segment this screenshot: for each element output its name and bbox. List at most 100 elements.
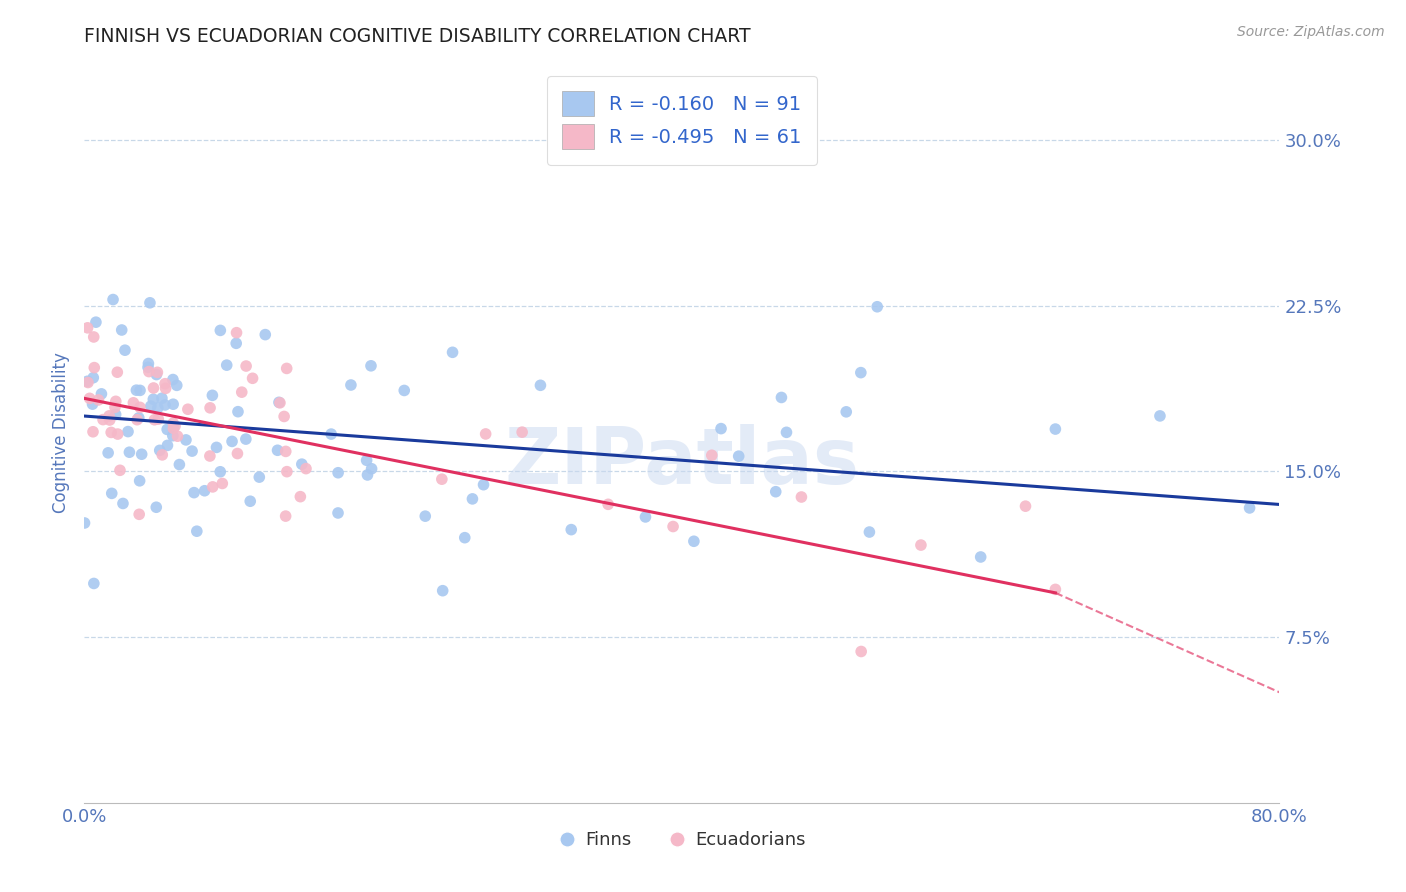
Point: [273, 409, 295, 424]
Point: [662, 519, 685, 533]
Point: [145, 500, 167, 515]
Point: [1045, 422, 1067, 436]
Point: [76, 374, 98, 388]
Point: [700, 448, 723, 462]
Point: [146, 365, 169, 379]
Point: [710, 422, 733, 436]
Point: [162, 421, 184, 435]
Point: [83, 330, 105, 344]
Point: [239, 494, 262, 508]
Point: [441, 345, 464, 359]
Point: [87, 392, 110, 407]
Point: [340, 378, 363, 392]
Point: [1239, 500, 1261, 515]
Point: [136, 360, 159, 375]
Point: [165, 419, 187, 434]
Point: [201, 480, 224, 494]
Point: [107, 427, 129, 442]
Point: [153, 398, 176, 412]
Point: [79, 392, 101, 406]
Point: [105, 365, 128, 379]
Point: [98, 409, 121, 423]
Point: [1045, 582, 1067, 597]
Point: [360, 462, 382, 476]
Point: [209, 465, 232, 479]
Point: [90, 387, 112, 401]
Text: Source: ZipAtlas.com: Source: ZipAtlas.com: [1237, 25, 1385, 39]
Point: [83, 576, 105, 591]
Point: [97, 446, 120, 460]
Point: [835, 405, 858, 419]
Point: [430, 472, 453, 486]
Point: [198, 449, 221, 463]
Point: [162, 428, 184, 442]
Point: [128, 410, 150, 425]
Point: [326, 506, 349, 520]
Point: [104, 401, 127, 415]
Point: [131, 447, 153, 461]
Point: [91, 412, 114, 426]
Point: [461, 491, 484, 506]
Point: [194, 483, 217, 498]
Point: [169, 458, 191, 472]
Point: [1014, 499, 1036, 513]
Point: [177, 402, 200, 417]
Point: [231, 385, 253, 400]
Point: [111, 496, 134, 510]
Point: [149, 443, 172, 458]
Point: [139, 295, 162, 310]
Point: [326, 466, 349, 480]
Point: [295, 461, 318, 475]
Point: [148, 412, 170, 426]
Point: [225, 326, 247, 340]
Point: [156, 422, 179, 436]
Point: [155, 381, 177, 395]
Point: [560, 523, 582, 537]
Point: [598, 497, 620, 511]
Point: [83, 360, 105, 375]
Point: [235, 359, 257, 373]
Point: [84, 315, 107, 329]
Point: [98, 413, 121, 427]
Point: [266, 443, 288, 458]
Point: [201, 388, 224, 402]
Point: [150, 391, 173, 405]
Point: [145, 368, 167, 382]
Point: [215, 358, 238, 372]
Point: [111, 323, 134, 337]
Point: [125, 383, 148, 397]
Point: [413, 509, 436, 524]
Point: [138, 365, 160, 379]
Text: ZIPatlas: ZIPatlas: [505, 425, 859, 500]
Point: [108, 463, 131, 477]
Point: [76, 321, 98, 335]
Point: [849, 366, 872, 380]
Point: [156, 438, 179, 452]
Point: [765, 484, 787, 499]
Point: [529, 378, 551, 392]
Point: [276, 361, 298, 376]
Point: [162, 416, 184, 430]
Point: [226, 446, 249, 460]
Point: [142, 381, 165, 395]
Point: [321, 427, 343, 442]
Point: [100, 486, 122, 500]
Point: [235, 432, 257, 446]
Point: [128, 474, 150, 488]
Point: [183, 485, 205, 500]
Y-axis label: Cognitive Disability: Cognitive Disability: [52, 352, 70, 513]
Point: [634, 510, 657, 524]
Point: [770, 391, 793, 405]
Point: [143, 413, 166, 427]
Point: [122, 396, 145, 410]
Point: [73, 516, 96, 530]
Point: [118, 445, 141, 459]
Point: [454, 531, 477, 545]
Point: [274, 509, 297, 524]
Point: [790, 490, 813, 504]
Point: [394, 384, 416, 398]
Point: [198, 401, 221, 415]
Point: [858, 524, 880, 539]
Point: [162, 397, 184, 411]
Point: [866, 300, 889, 314]
